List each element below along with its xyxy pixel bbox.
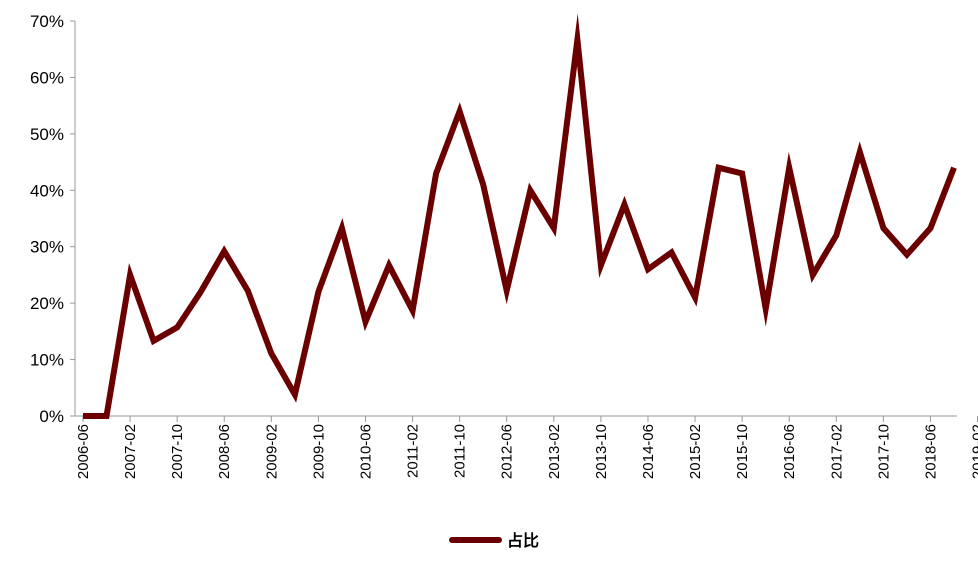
x-axis-tick-labels: 2006-06 2007-02 2007-10 2008-06 2009-02 2009-… xyxy=(75,416,978,479)
x-tick-label: 2015-10 xyxy=(734,424,751,479)
x-tick-label: 2009-02 xyxy=(263,424,280,479)
y-tick-label: 50% xyxy=(30,125,64,144)
x-tick-label: 2011-10 xyxy=(452,424,469,478)
x-tick-label: 2018-06 xyxy=(923,424,940,479)
x-tick-label: 2006-06 xyxy=(75,424,92,479)
x-tick-label: 2017-10 xyxy=(875,424,892,479)
x-tick-label: 2012-06 xyxy=(499,424,516,479)
y-tick-label: 20% xyxy=(30,294,64,313)
series-lines xyxy=(83,13,957,419)
x-tick-label: 2007-02 xyxy=(122,424,139,479)
x-tick-label: 2013-10 xyxy=(593,424,610,479)
x-tick-label: 2008-06 xyxy=(216,424,233,479)
series-line xyxy=(83,13,957,419)
x-tick-label: 2013-02 xyxy=(546,424,563,479)
y-tick-label: 40% xyxy=(30,181,64,200)
y-axis-tick-labels: 0% 10% 20% 30% 40% 50% 60% 70% xyxy=(30,12,75,426)
x-tick-label: 2015-02 xyxy=(687,424,704,479)
x-tick-label: 2011-02 xyxy=(405,424,422,478)
y-tick-label: 70% xyxy=(30,12,64,31)
y-tick-label: 0% xyxy=(39,407,64,426)
x-tick-label: 2014-06 xyxy=(640,424,657,479)
y-tick-label: 30% xyxy=(30,238,64,257)
x-tick-label: 2019-02 xyxy=(970,424,978,479)
x-tick-label: 2009-10 xyxy=(310,424,327,479)
x-tick-label: 2016-06 xyxy=(781,424,798,479)
y-tick-label: 10% xyxy=(30,351,64,370)
x-tick-label: 2017-02 xyxy=(828,424,845,479)
y-tick-label: 60% xyxy=(30,68,64,87)
x-tick-label: 2010-06 xyxy=(358,424,375,479)
legend: 占比 xyxy=(449,531,539,550)
x-tick-label: 2007-10 xyxy=(169,424,186,479)
legend-label: 占比 xyxy=(507,531,539,550)
